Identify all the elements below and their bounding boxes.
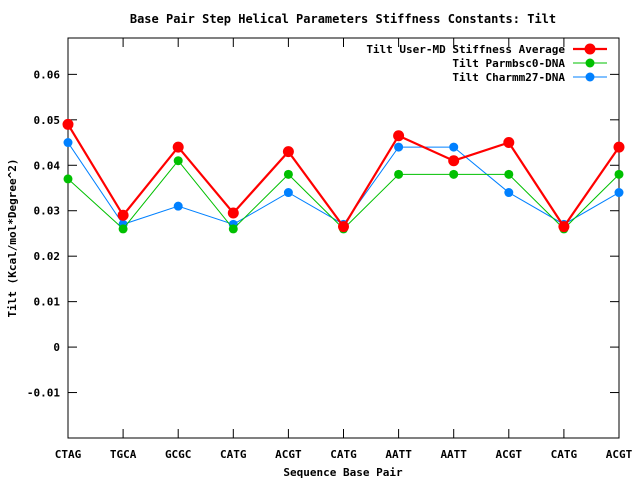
series-line (67, 123, 620, 229)
data-point (62, 118, 74, 130)
data-point (63, 138, 73, 148)
x-axis-ticks: CTAG TGCA GCGC CATG ACGT CATG AATT AATT ACGT CATG… (55, 38, 633, 461)
data-point (283, 188, 293, 198)
x-tick-label: ACGT (606, 448, 633, 461)
data-point (338, 221, 349, 233)
x-tick-label: CATG (551, 448, 578, 461)
y-tick-label: 0.01 (34, 296, 61, 309)
data-point (394, 169, 404, 179)
data-point (504, 169, 514, 179)
data-point (283, 169, 293, 179)
y-axis-label: Tilt (Kcal/mol*Degree^2) (6, 159, 19, 318)
data-point (228, 224, 238, 234)
data-point (558, 221, 570, 233)
data-point (614, 188, 624, 198)
legend-marker (585, 72, 595, 82)
chart-title: Base Pair Step Helical Parameters Stiffn… (130, 12, 556, 26)
x-tick-label: AATT (440, 448, 467, 461)
legend-label: Tilt User-MD Stiffness Average (366, 43, 565, 56)
data-point (117, 209, 129, 221)
plot-frame (67, 37, 620, 439)
data-point (63, 174, 73, 184)
data-point (173, 156, 183, 166)
data-point (613, 141, 625, 153)
x-tick-label: AATT (385, 448, 412, 461)
legend-label: Tilt Parmbsc0-DNA (452, 57, 565, 70)
data-point (394, 142, 404, 152)
y-tick-label: 0.05 (34, 114, 61, 127)
x-tick-label: CATG (330, 448, 357, 461)
data-point (227, 207, 239, 219)
data-point (282, 146, 294, 158)
legend-marker (585, 58, 595, 68)
data-point (172, 141, 184, 153)
data-point (449, 169, 459, 179)
series-line (67, 159, 620, 230)
data-point (449, 142, 459, 152)
series-layer (62, 118, 625, 234)
series-1 (62, 118, 625, 233)
data-point (504, 188, 514, 198)
x-tick-label: ACGT (275, 448, 302, 461)
data-point (173, 201, 183, 211)
x-tick-label: GCGC (165, 448, 192, 461)
legend-marker (584, 43, 596, 55)
y-tick-label: 0.04 (34, 159, 61, 172)
data-point (614, 169, 624, 179)
x-tick-label: ACGT (496, 448, 523, 461)
y-axis-ticks: -0.01 0 0.01 0.02 0.03 0.04 0.05 0.06 (27, 68, 619, 400)
x-tick-label: TGCA (110, 448, 137, 461)
y-tick-label: -0.01 (27, 387, 60, 400)
x-tick-label: CATG (220, 448, 247, 461)
y-tick-label: 0.06 (34, 68, 61, 81)
x-axis-label: Sequence Base Pair (283, 466, 403, 479)
x-tick-label: CTAG (55, 448, 82, 461)
y-tick-label: 0.03 (34, 205, 61, 218)
data-point (448, 155, 460, 167)
data-point (503, 137, 515, 149)
data-point (118, 224, 128, 234)
legend-label: Tilt Charmm27-DNA (452, 71, 565, 84)
y-tick-label: 0 (53, 341, 60, 354)
data-point (393, 130, 405, 142)
y-tick-label: 0.02 (34, 250, 61, 263)
